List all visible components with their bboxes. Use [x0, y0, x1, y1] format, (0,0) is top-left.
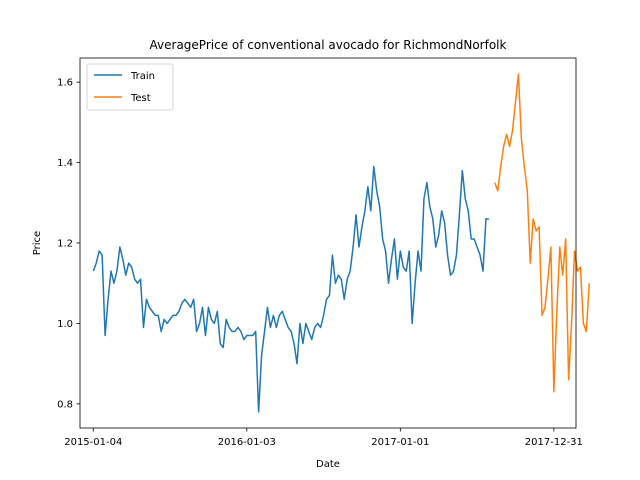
- plot-area: [80, 58, 576, 428]
- legend-box: [86, 63, 174, 111]
- chart-title: AveragePrice of conventional avocado for…: [150, 38, 507, 52]
- legend-label-test: Test: [130, 93, 151, 104]
- y-axis-ticks: 0.8 1.0 1.2 1.4 1.6: [57, 78, 80, 410]
- series-line-test: [494, 73, 591, 393]
- x-tick-label: 2017-12-31: [525, 437, 583, 448]
- series-line-train: [92, 165, 489, 413]
- y-tick-label: 0.8: [57, 399, 73, 410]
- x-tick-label: 2017-01-01: [371, 437, 429, 448]
- legend: Train Test: [86, 63, 174, 111]
- x-axis-ticks: 2015-01-04 2016-01-03 2017-01-01 2017-12-31: [64, 428, 583, 448]
- x-tick-label: 2016-01-03: [218, 437, 276, 448]
- series-layer: [92, 73, 591, 413]
- y-tick-label: 1.6: [57, 78, 73, 89]
- x-axis-label: Date: [316, 459, 340, 470]
- y-tick-label: 1.4: [57, 158, 73, 169]
- y-tick-label: 1.0: [57, 319, 73, 330]
- y-tick-label: 1.2: [57, 239, 73, 250]
- y-axis-label: Price: [32, 231, 43, 255]
- legend-label-train: Train: [130, 71, 155, 82]
- x-tick-label: 2015-01-04: [64, 437, 122, 448]
